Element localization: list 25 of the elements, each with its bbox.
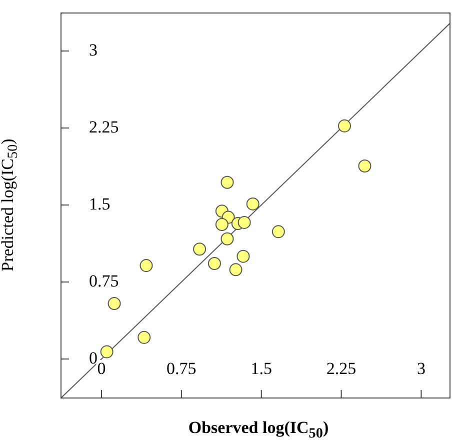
point [208,257,221,270]
y-tick-label: 0.75 [89,271,119,290]
y-tick-label: 1.5 [89,194,110,214]
point [229,263,242,276]
point [220,176,234,189]
x-tick-label: 3 [416,359,426,378]
point [215,218,228,231]
point [358,159,372,172]
y-tick-label: 3 [89,40,98,60]
point [220,232,234,246]
point [193,242,206,256]
point [236,250,250,263]
point [140,259,153,272]
point [100,345,114,358]
point [138,330,151,344]
point [238,216,251,229]
x-tick-label: 1.5 [250,359,272,378]
point [108,297,121,310]
point [246,197,260,210]
y-tick-label: 2.25 [89,117,119,136]
x-tick-label: 2.25 [326,359,356,378]
point [338,119,351,132]
x-axis-title: Observed log(IC$_{50}$) [187,418,330,442]
point [272,225,285,238]
x-tick-label: 0.75 [166,359,196,378]
